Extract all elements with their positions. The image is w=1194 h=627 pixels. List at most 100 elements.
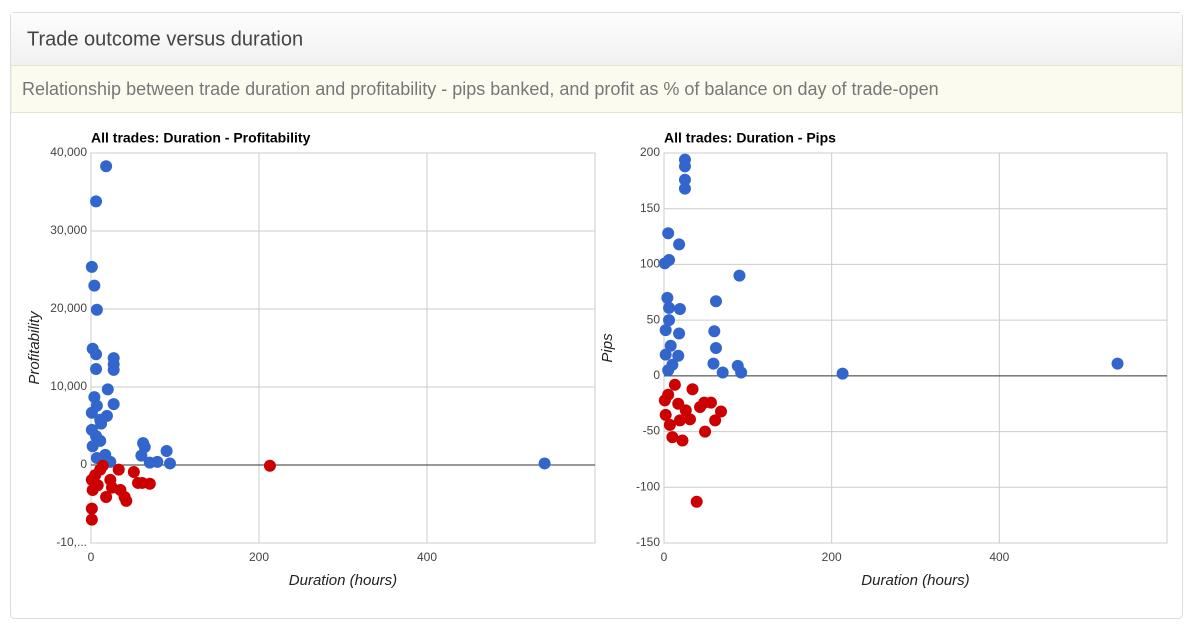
point [662,227,675,240]
point [85,260,98,273]
x-tick-label: 0 [88,550,95,564]
x-tick-label: 0 [661,550,668,564]
point [659,348,672,361]
x-tick-label: 400 [989,550,1009,564]
point [163,457,176,470]
point [538,457,551,470]
point [143,456,156,469]
point [95,417,108,430]
x-axis-title: Duration (hours) [861,572,969,589]
y-tick-label: -100 [636,479,660,493]
y-tick-label: -10,... [56,535,87,549]
point [101,383,114,396]
point [709,342,722,354]
point [263,459,276,472]
point [709,414,722,427]
point [676,434,689,447]
point [160,444,173,457]
point [683,413,696,426]
point [90,399,103,412]
point [86,440,99,453]
point [668,378,681,391]
y-tick-label: -50 [643,424,661,438]
point [90,363,103,376]
chart-title: All trades: Duration - Pips [664,130,836,146]
y-tick-label: 20,000 [50,301,87,315]
point [709,295,722,308]
point [90,303,103,316]
point [673,303,686,315]
point [658,257,671,270]
point [112,463,125,476]
point [85,473,98,486]
y-tick-label: 50 [647,312,661,326]
y-axis-title: Pips [599,333,616,363]
point [659,408,672,421]
point [678,182,691,195]
point [663,314,676,327]
point [127,466,140,479]
y-tick-label: -150 [636,535,660,549]
subtitle-band [10,65,1183,113]
point [135,449,148,462]
point [664,339,677,352]
point [85,513,98,526]
point [94,463,107,476]
point [663,418,676,431]
point [678,173,691,186]
point [107,363,120,376]
point [708,325,721,338]
point [686,383,699,396]
point [88,279,101,292]
chart-title: All trades: Duration - Profitability [91,130,311,146]
plot-area [90,152,596,544]
point [666,431,679,444]
point [85,502,98,515]
point [659,324,672,337]
card-subtitle: Relationship between trade duration and … [22,79,939,99]
y-tick-label: 0 [653,368,660,382]
point [673,414,686,427]
plot-area [663,152,1168,544]
y-tick-label: 0 [80,457,87,471]
point [715,405,728,418]
card-header [11,13,1182,65]
point [106,481,118,494]
point [733,269,746,282]
point [679,404,692,417]
y-tick-label: 100 [640,257,660,271]
point [690,495,703,508]
point [661,291,674,304]
point [100,490,113,503]
point [658,394,671,407]
point [662,364,675,377]
x-tick-label: 400 [417,550,437,564]
y-tick-label: 30,000 [50,223,87,237]
point [678,160,691,173]
point [90,348,103,361]
point [136,476,149,489]
point [698,396,711,409]
card-title: Trade outcome versus duration [27,28,303,50]
x-tick-label: 200 [249,550,269,564]
point [672,349,685,362]
point [673,327,686,340]
y-tick-label: 40,000 [50,145,87,159]
x-tick-label: 200 [822,550,842,564]
point [673,238,686,251]
point [707,357,720,370]
y-tick-label: 150 [640,201,660,215]
point [107,398,120,411]
y-tick-label: 10,000 [50,379,87,393]
x-axis-title: Duration (hours) [289,572,397,589]
point [1111,357,1124,370]
point [663,301,676,314]
point [735,366,748,379]
point [716,366,729,379]
point [100,160,113,173]
point [699,425,712,438]
y-tick-label: 200 [640,145,660,159]
y-axis-title: Profitability [26,310,43,385]
